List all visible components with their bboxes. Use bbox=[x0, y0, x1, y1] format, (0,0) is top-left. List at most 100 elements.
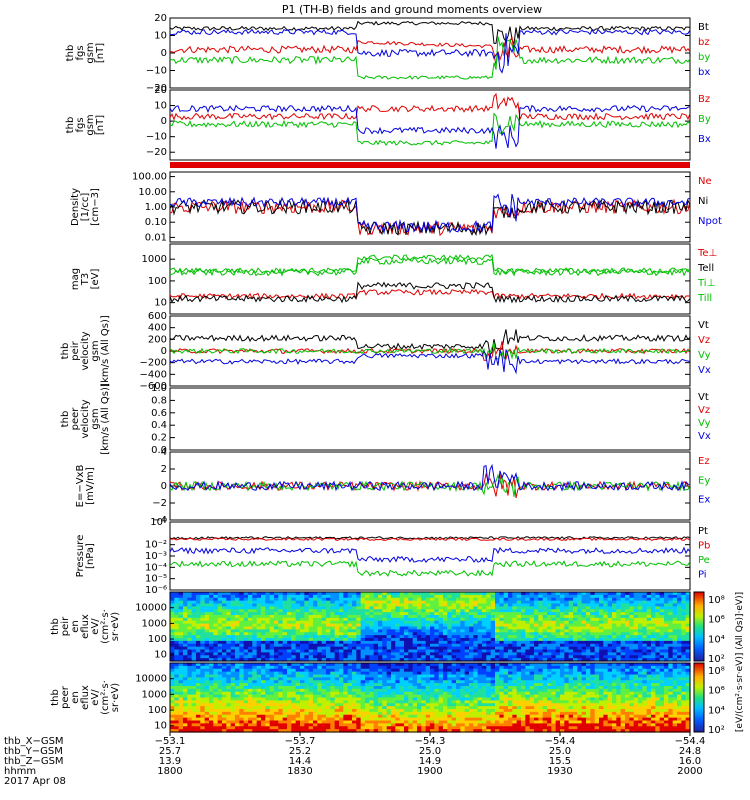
spectrogram-cell bbox=[317, 665, 323, 670]
spectrogram-cell bbox=[235, 626, 240, 630]
spectrogram-cell bbox=[356, 694, 362, 699]
spectrogram-cell bbox=[282, 691, 288, 696]
spectrogram-cell bbox=[508, 623, 513, 628]
spectrogram-cell bbox=[382, 617, 388, 622]
spectrogram-cell bbox=[490, 668, 496, 673]
spectrogram-cell bbox=[668, 643, 674, 648]
spectrogram-cell bbox=[551, 632, 557, 636]
spectrogram-cell bbox=[525, 646, 531, 651]
spectrogram-cell bbox=[594, 638, 600, 642]
spectrogram-cell bbox=[603, 655, 609, 659]
spectrogram-cell bbox=[295, 600, 301, 605]
spectrogram-cell bbox=[412, 592, 418, 596]
spectrogram-cell bbox=[443, 603, 448, 607]
spectrogram-cell bbox=[538, 615, 544, 619]
spectrogram-cell bbox=[482, 609, 487, 613]
spectrogram-cell bbox=[330, 609, 336, 613]
spectrogram-cell bbox=[521, 606, 526, 610]
spectrogram-cell bbox=[213, 700, 219, 704]
spectrogram-cell bbox=[191, 609, 197, 613]
spectrogram-cell bbox=[555, 649, 561, 653]
spectrogram-cell bbox=[334, 717, 340, 722]
spectrogram-cell bbox=[447, 729, 453, 733]
spectrogram-cell bbox=[213, 646, 219, 651]
spectrogram-cell bbox=[326, 652, 331, 656]
spectrogram-cell bbox=[330, 594, 336, 599]
spectrogram-cell bbox=[473, 677, 479, 681]
spectrogram-cell bbox=[239, 706, 245, 710]
spectrogram-cell bbox=[590, 597, 596, 602]
spectrogram-cell bbox=[295, 655, 301, 659]
spectrogram-cell bbox=[499, 629, 505, 633]
spectrogram-cell bbox=[607, 623, 613, 628]
spectrogram-cell bbox=[677, 597, 682, 602]
panel-frame bbox=[169, 521, 691, 591]
spectrogram-cell bbox=[512, 714, 518, 719]
spectrogram-cell bbox=[339, 665, 344, 670]
spectrogram-cell bbox=[174, 615, 180, 619]
spectrogram-cell bbox=[564, 615, 570, 619]
spectrogram-cell bbox=[196, 606, 201, 610]
spectrogram-cell bbox=[200, 680, 206, 684]
spectrogram-cell bbox=[581, 606, 587, 610]
spectrogram-cell bbox=[464, 709, 470, 713]
spectrogram-cell bbox=[499, 623, 505, 628]
spectrogram-cell bbox=[629, 655, 635, 659]
spectrogram-cell bbox=[373, 668, 379, 673]
spectrogram-cell bbox=[183, 626, 188, 630]
spectrogram-cell bbox=[443, 658, 448, 662]
spectrogram-cell bbox=[209, 600, 214, 605]
spectrogram-cell bbox=[204, 697, 210, 701]
spectrogram-cell bbox=[599, 606, 604, 610]
spectrogram-cell bbox=[347, 655, 353, 659]
spectrogram-cell bbox=[495, 711, 500, 716]
spectrogram-cell bbox=[196, 635, 201, 639]
spectrogram-cell bbox=[538, 640, 544, 645]
spectrogram-cell bbox=[529, 597, 535, 602]
spectrogram-cell bbox=[486, 592, 492, 596]
spectrogram-cell bbox=[516, 617, 522, 622]
spectrogram-cell bbox=[356, 691, 362, 696]
spectrogram-cell bbox=[300, 635, 305, 639]
spectrogram-cell bbox=[633, 592, 639, 596]
spectrogram-cell bbox=[204, 714, 210, 719]
spectrogram-cell bbox=[243, 709, 249, 713]
spectrogram-cell bbox=[603, 603, 609, 607]
spectrogram-cell bbox=[326, 635, 331, 639]
spectrogram-cell bbox=[291, 697, 297, 701]
spectrogram-cell bbox=[308, 688, 314, 693]
spectrogram-cell bbox=[239, 691, 245, 696]
spectrogram-cell bbox=[178, 717, 184, 722]
spectrogram-cell bbox=[421, 723, 427, 727]
spectrogram-cell bbox=[339, 617, 344, 622]
spectrogram-cell bbox=[477, 706, 483, 710]
spectrogram-cell bbox=[295, 723, 301, 727]
spectrogram-cell bbox=[447, 677, 453, 681]
spectrogram-cell bbox=[278, 658, 284, 662]
spectrogram-cell bbox=[269, 729, 275, 733]
spectrogram-cell bbox=[187, 623, 193, 628]
spectrogram-cell bbox=[512, 603, 518, 607]
spectrogram-cell bbox=[295, 635, 301, 639]
spectrogram-cell bbox=[568, 615, 574, 619]
spectrogram-cell bbox=[447, 626, 453, 630]
spectrogram-cell bbox=[417, 674, 422, 678]
spectrogram-cell bbox=[256, 671, 262, 676]
spectrogram-cell bbox=[256, 646, 262, 651]
spectrogram-cell bbox=[538, 635, 544, 639]
spectrogram-cell bbox=[360, 646, 366, 651]
spectrogram-cell bbox=[365, 623, 370, 628]
spectrogram-cell bbox=[300, 626, 305, 630]
spectrogram-cell bbox=[287, 620, 292, 625]
spectrogram-cell bbox=[291, 683, 297, 687]
spectrogram-cell bbox=[196, 668, 201, 673]
spectrogram-cell bbox=[209, 652, 214, 656]
spectrogram-cell bbox=[659, 623, 665, 628]
spectrogram-cell bbox=[248, 649, 253, 653]
spectrogram-cell bbox=[633, 649, 639, 653]
spectrogram-cell bbox=[200, 720, 206, 724]
spectrogram-cell bbox=[486, 711, 492, 716]
spectrogram-cell bbox=[573, 620, 578, 625]
spectrogram-cell bbox=[525, 606, 531, 610]
spectrogram-cell bbox=[265, 711, 271, 716]
